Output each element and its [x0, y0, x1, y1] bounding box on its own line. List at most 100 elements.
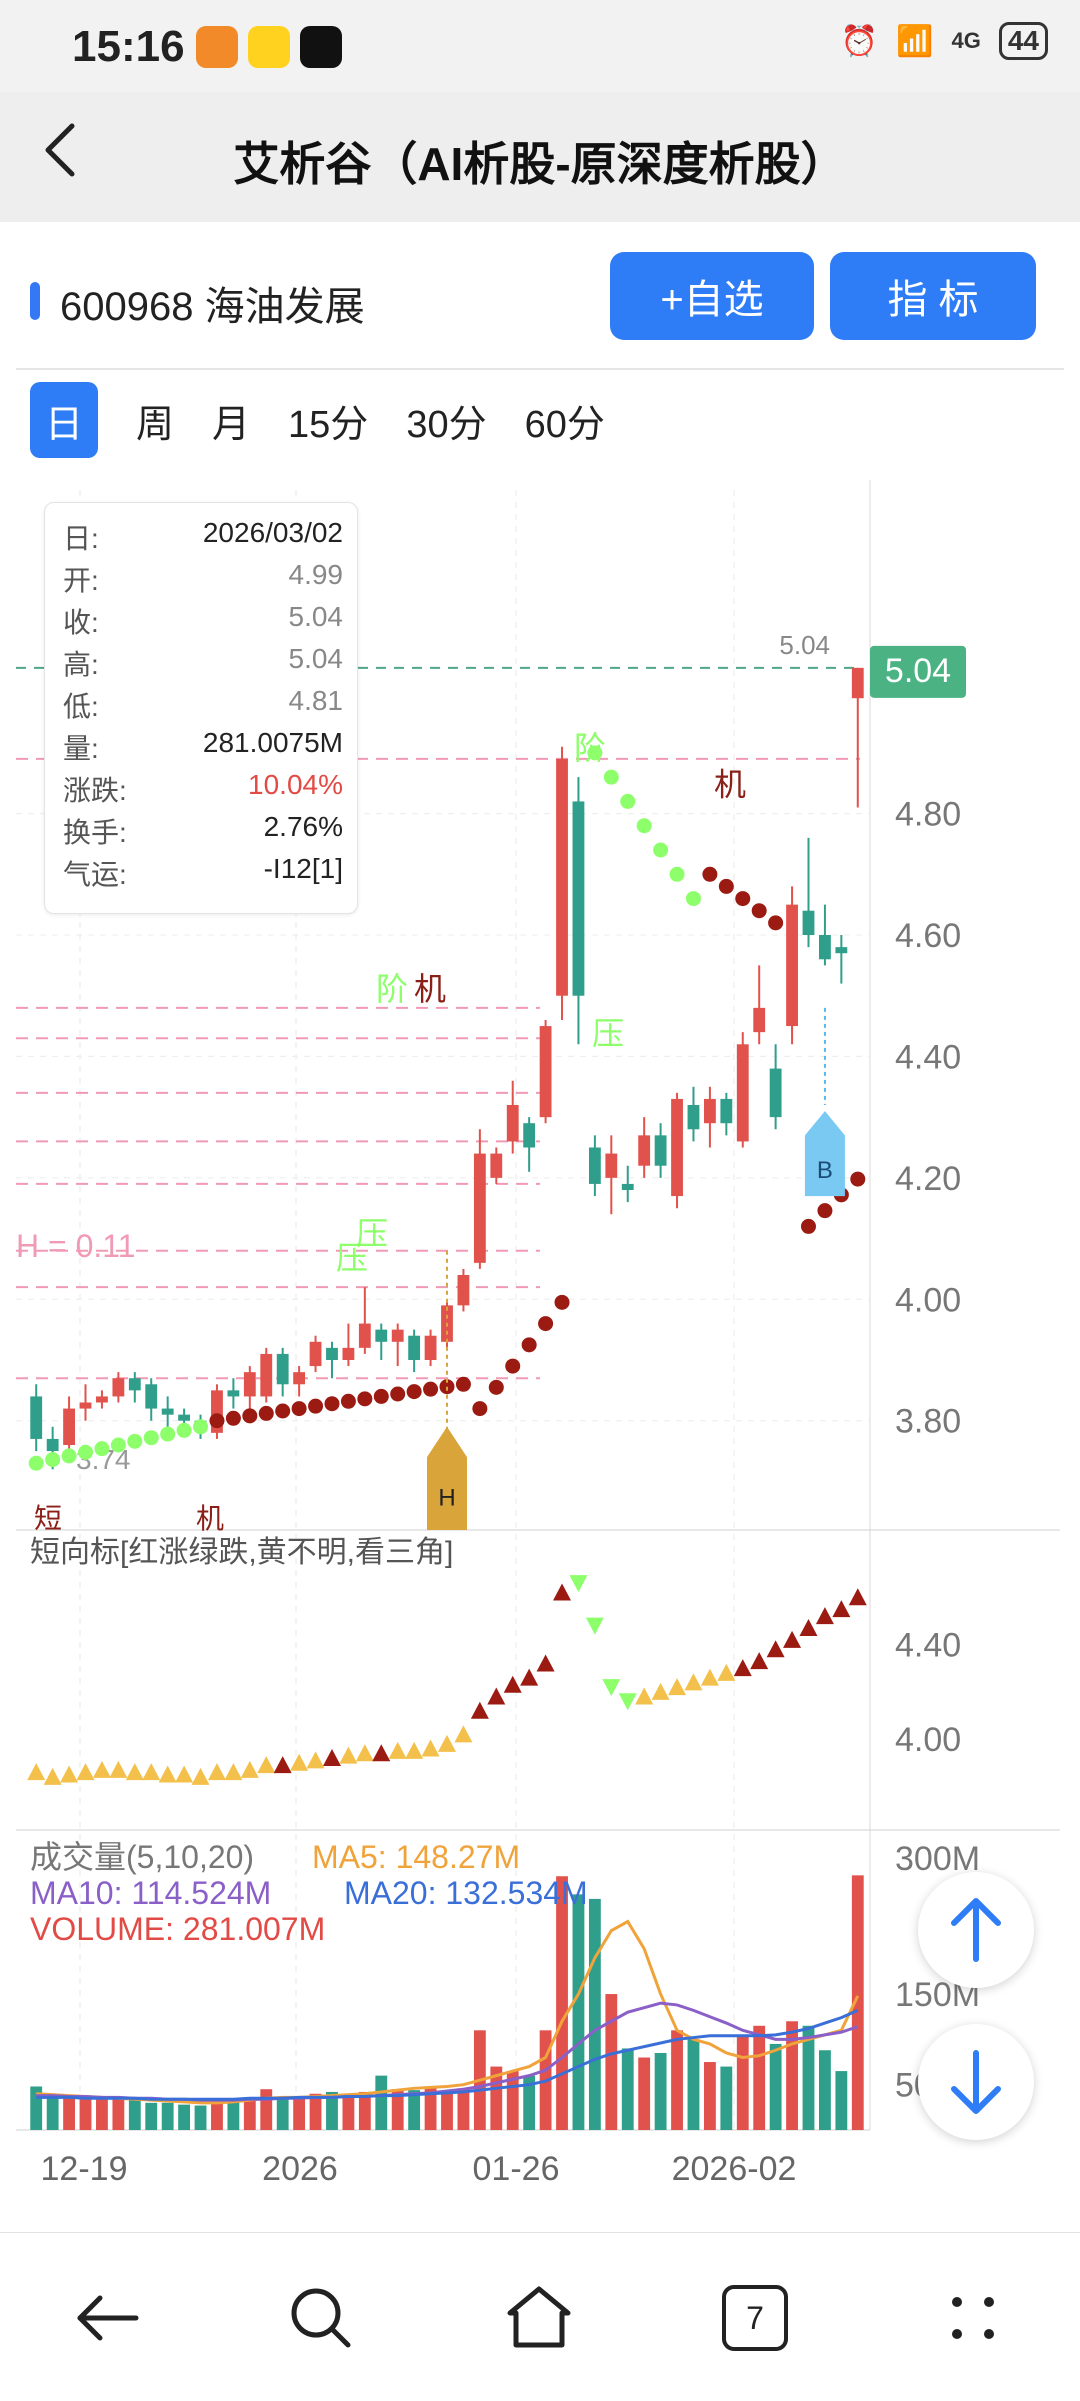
- candle-body: [375, 1329, 388, 1342]
- short-indicator-triangle: [224, 1763, 243, 1781]
- short-indicator-triangle: [832, 1600, 851, 1618]
- info-row-change: 涨跌: 10.04%: [63, 769, 343, 806]
- alarm-icon: ⏰: [840, 24, 879, 58]
- candle-body: [243, 1372, 256, 1397]
- jie-annotation: 阶: [376, 971, 408, 1007]
- nav-home-icon[interactable]: [494, 2273, 584, 2363]
- info-row-open: 开: 4.99: [63, 559, 343, 596]
- volume-bar: [605, 1994, 618, 2130]
- kline-chart[interactable]: 4.80 4.60 4.40 4.20 4.00 3.80 5.04 5.04 H = 0.1…: [0, 470, 1080, 2190]
- volume-bar: [819, 2050, 831, 2130]
- short-indicator-triangle: [668, 1678, 687, 1696]
- volume-bar: [687, 2039, 700, 2130]
- short-indicator-triangle: [290, 1753, 309, 1771]
- volume-bar: [112, 2099, 125, 2130]
- header-divider: [16, 368, 1064, 370]
- volume-bar: [408, 2090, 421, 2130]
- tab-60min[interactable]: 60分: [524, 403, 605, 446]
- volume-bar: [851, 1875, 864, 2130]
- trail-dot: [176, 1422, 192, 1438]
- short-indicator-triangle: [470, 1701, 489, 1719]
- trail-dot: [193, 1419, 209, 1435]
- trail-dot: [768, 915, 784, 931]
- short-indicator-triangle: [553, 1583, 572, 1601]
- status-time: 15:16: [72, 22, 185, 71]
- candle-body: [605, 1153, 618, 1178]
- trail-dot: [423, 1381, 439, 1397]
- trail-dot: [685, 891, 701, 907]
- nav-back-icon[interactable]: [62, 2273, 152, 2363]
- info-row-turnover: 换手: 2.76%: [63, 811, 343, 848]
- trail-dot: [340, 1393, 356, 1409]
- tab-week[interactable]: 周: [136, 403, 175, 446]
- volume-bar: [194, 2105, 207, 2130]
- network-label: 4G: [951, 28, 981, 53]
- trail-dot: [603, 769, 619, 785]
- short-indicator-triangle: [783, 1630, 802, 1648]
- short-indicator-triangle: [142, 1763, 161, 1781]
- short-indicator-triangle: [569, 1575, 588, 1593]
- last-price-small-label: 5.04: [779, 630, 830, 660]
- arrow-down-icon: [951, 2050, 1001, 2114]
- candle-body: [753, 1007, 766, 1033]
- trail-dot: [538, 1316, 554, 1332]
- candle-body: [227, 1390, 240, 1397]
- back-icon[interactable]: [40, 120, 80, 195]
- trail-dot: [127, 1433, 143, 1449]
- scroll-down-button[interactable]: [918, 2024, 1034, 2140]
- short-indicator-triangle: [585, 1617, 604, 1635]
- tab-month[interactable]: 月: [212, 403, 251, 446]
- b-marker: [804, 1111, 845, 1197]
- candle-body: [293, 1372, 306, 1385]
- title-bar: 艾析谷（AI析股-原深度析股）: [0, 92, 1080, 222]
- trail-dot: [160, 1426, 176, 1442]
- nav-menu-icon[interactable]: [928, 2273, 1018, 2363]
- ji-annotation: 机: [196, 1503, 224, 1534]
- price-tick-label: 3.80: [895, 1403, 961, 1441]
- trail-dot: [669, 866, 685, 882]
- volume-bar: [753, 2025, 766, 2130]
- short-indicator-triangle: [700, 1668, 719, 1686]
- candle-body: [539, 1026, 552, 1118]
- stock-name: 600968 海油发展: [60, 285, 365, 329]
- status-bar: 15:16 ⏰ 📶 4G 44: [0, 0, 1080, 92]
- short-indicator-triangle: [125, 1763, 144, 1781]
- short-indicator-triangle: [306, 1751, 325, 1769]
- volume-tick: 300M: [895, 1840, 980, 1878]
- h-level-label: H = 0.11: [16, 1228, 135, 1264]
- trail-dot: [242, 1408, 258, 1424]
- scroll-up-button[interactable]: [918, 1872, 1034, 1988]
- candle-body: [391, 1329, 404, 1342]
- nav-search-icon[interactable]: [276, 2273, 366, 2363]
- short-indicator-triangle: [536, 1654, 555, 1672]
- stock-marker: [30, 282, 40, 320]
- trail-dot: [620, 793, 636, 809]
- candle-body: [211, 1390, 223, 1433]
- ma5-line: [36, 1919, 860, 2105]
- add-watchlist-button[interactable]: +自选: [610, 252, 814, 340]
- candle-body: [424, 1335, 437, 1360]
- volume-bar: [30, 2086, 43, 2130]
- short-indicator-triangle: [684, 1673, 703, 1691]
- trail-dot: [258, 1405, 274, 1421]
- nav-tabs-button[interactable]: 7: [710, 2273, 800, 2363]
- trail-dot: [94, 1441, 110, 1457]
- indicator-button[interactable]: 指 标: [830, 252, 1036, 340]
- candle-body: [523, 1123, 536, 1148]
- volume-bar: [46, 2093, 59, 2130]
- short-indicator-triangle: [651, 1682, 670, 1700]
- tab-15min[interactable]: 15分: [288, 403, 369, 446]
- volume-bar: [490, 2066, 503, 2130]
- candle-body: [96, 1396, 108, 1403]
- candle-body: [638, 1135, 651, 1166]
- tab-day[interactable]: 日: [30, 382, 98, 458]
- trail-dot: [209, 1413, 225, 1429]
- candle-body: [556, 758, 568, 996]
- tabs-count: 7: [722, 2285, 788, 2351]
- trail-dot: [110, 1437, 126, 1453]
- volume-bar: [457, 2088, 470, 2130]
- short-indicator-triangle: [815, 1607, 834, 1625]
- tab-30min[interactable]: 30分: [406, 403, 487, 446]
- trail-dot: [702, 866, 718, 882]
- candle-body: [63, 1408, 75, 1445]
